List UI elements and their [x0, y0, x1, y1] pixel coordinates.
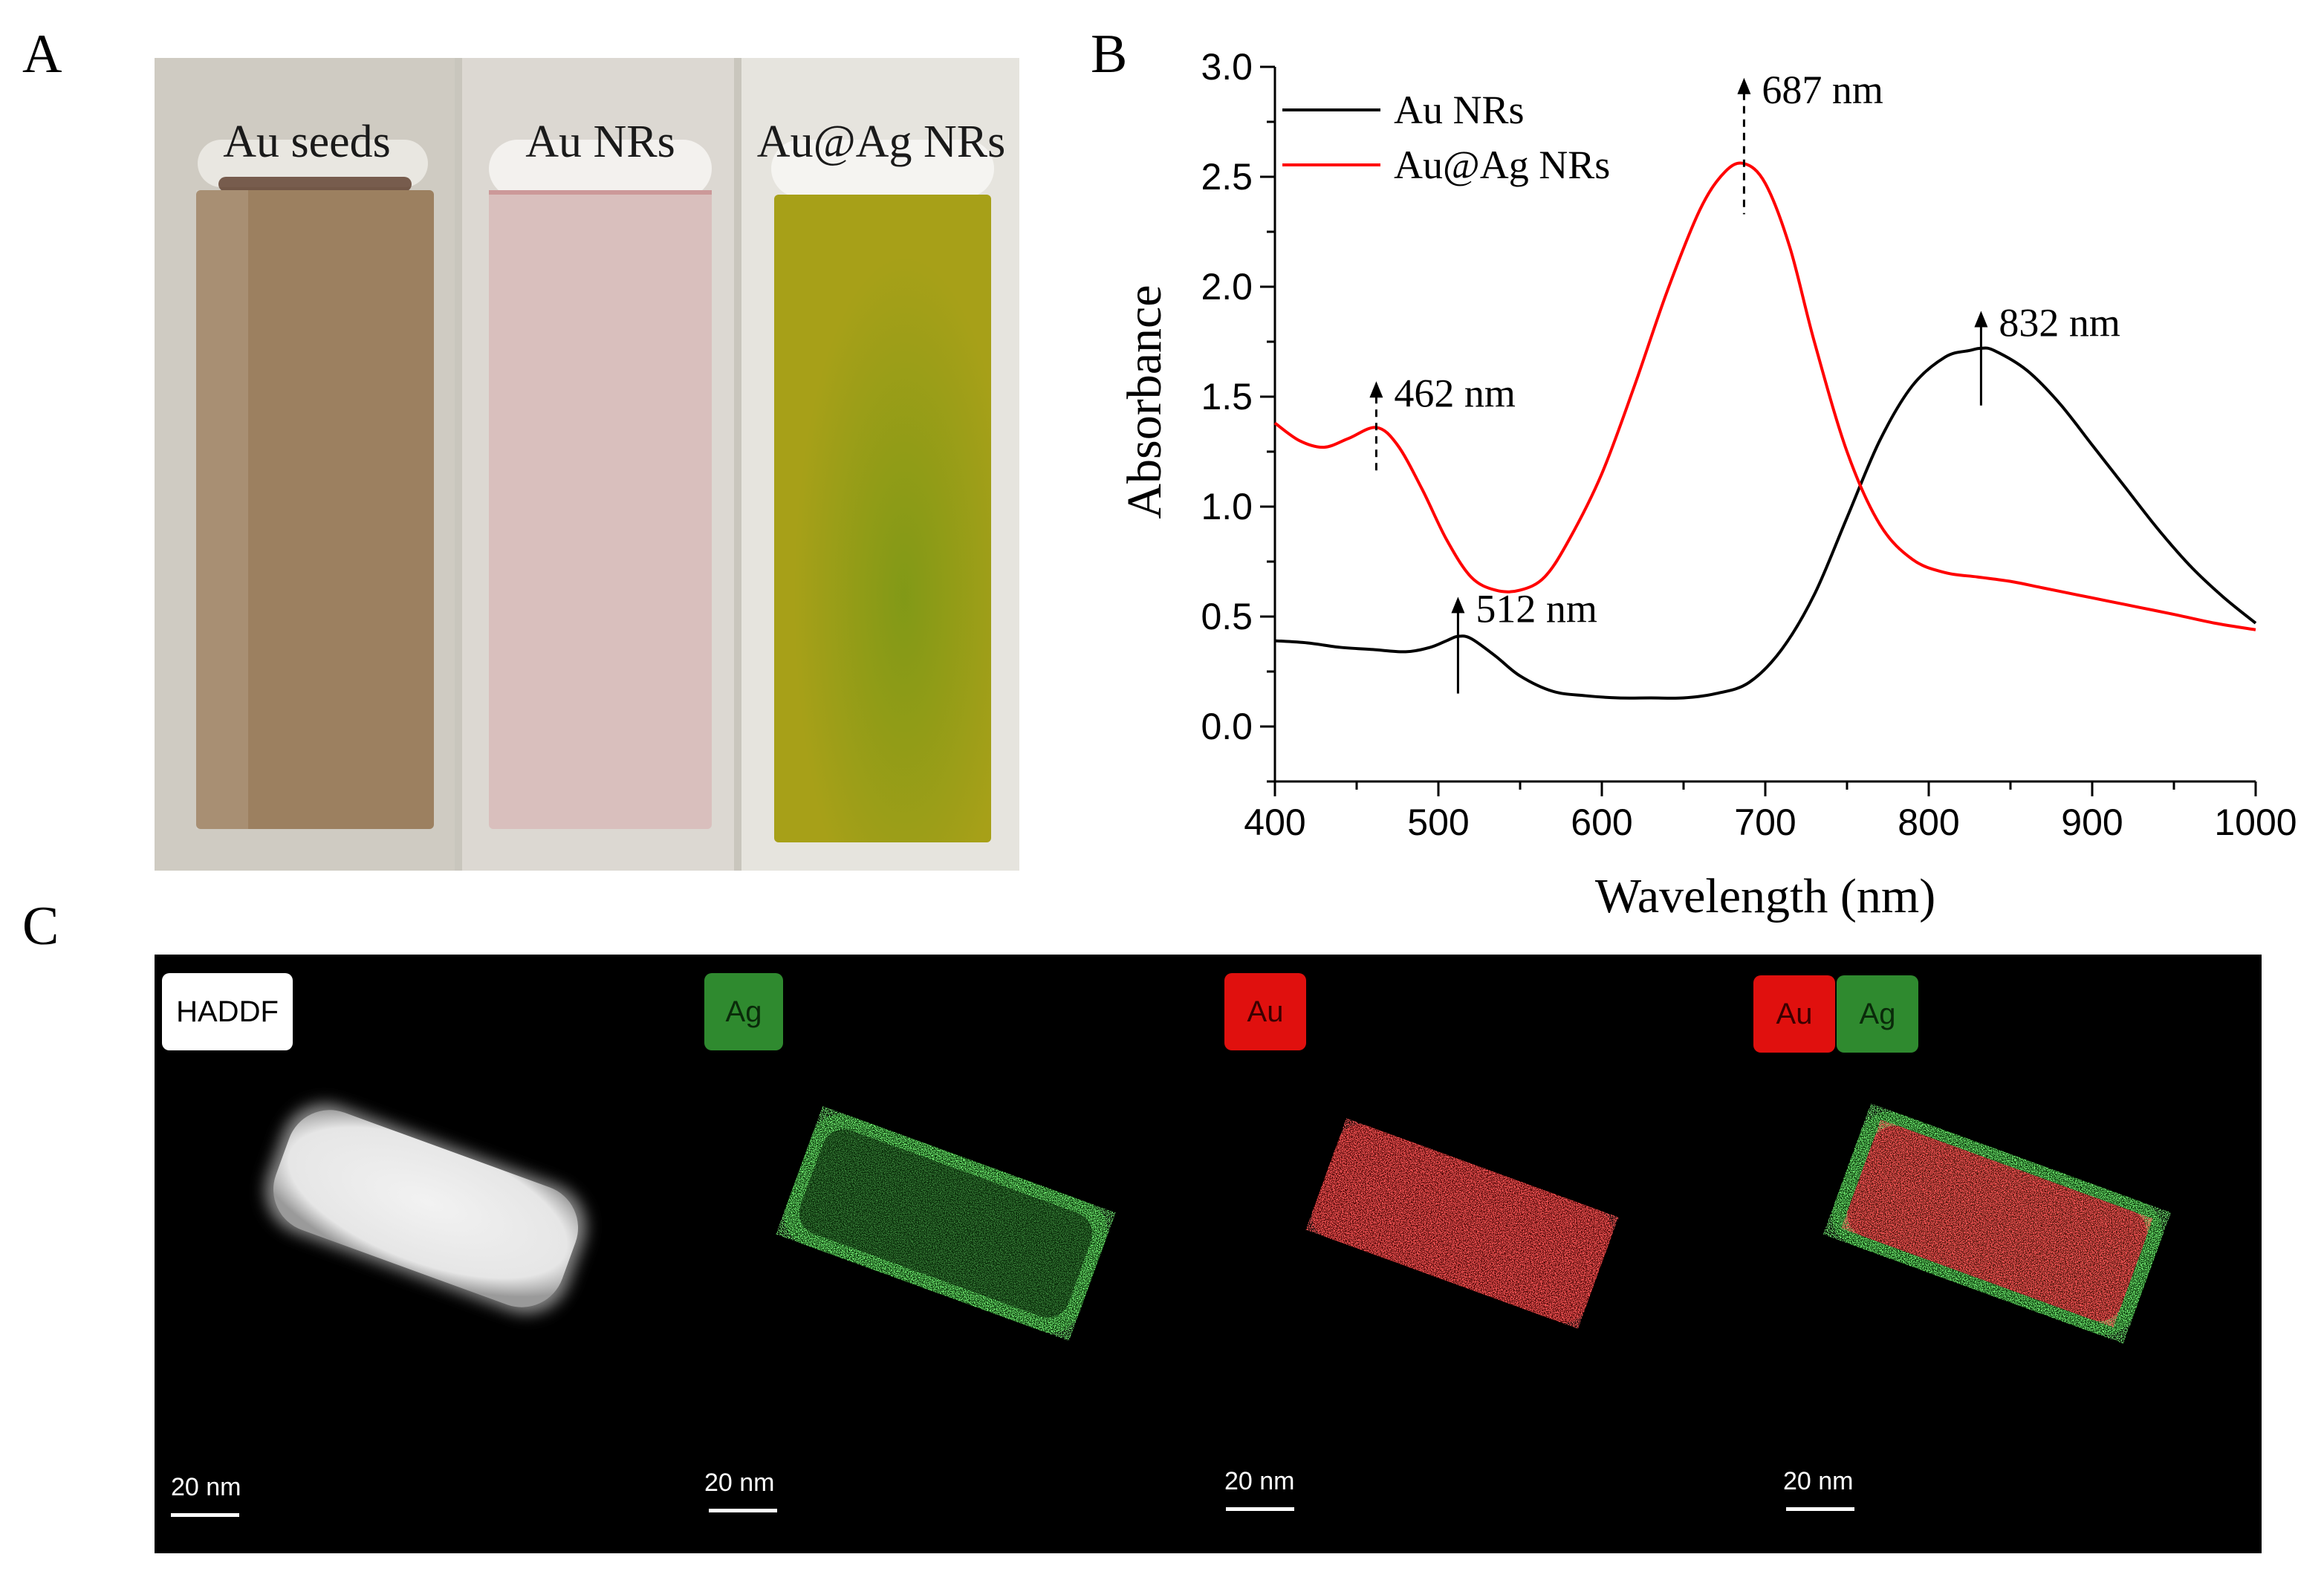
- panel-letter-c: C: [22, 896, 59, 957]
- liquid-au-nrs: [489, 190, 712, 829]
- panel-letter-b: B: [1091, 24, 1128, 85]
- peak-label: 687 nm: [1762, 68, 1883, 112]
- series-line-au-ag-nrs: [1273, 161, 2256, 631]
- au-badge: Au: [1224, 973, 1306, 1050]
- peak-label: 462 nm: [1394, 371, 1516, 415]
- haddf-rod-image: [265, 1103, 586, 1314]
- au-map-rod: [1311, 1124, 1613, 1323]
- x-axis-label: Wavelength (nm): [1595, 869, 1935, 923]
- scale-bar-overlay: [1786, 1507, 1854, 1511]
- scale-label-overlay: 20 nm: [1783, 1467, 1854, 1495]
- cuvette-photo: Au seeds Au NRs Au@Ag NRs: [155, 58, 1019, 871]
- x-tick-label: 400: [1244, 802, 1305, 843]
- absorbance-chart: 400 500 600 700 800 900 1000 0.0 0.5 1.0 1.5 2.0 2.5…: [1117, 46, 2297, 923]
- label-au-seeds: Au seeds: [223, 117, 391, 167]
- haddf-badge: HADDF: [162, 973, 293, 1050]
- ag-badge: Ag: [704, 973, 783, 1050]
- x-tick-label: 1000: [2214, 802, 2297, 843]
- liquid-au-ag-nrs: [774, 195, 991, 842]
- x-tick-label: 700: [1734, 802, 1796, 843]
- overlay-au-badge: Au: [1753, 975, 1835, 1053]
- cuvette-au-ag-nrs: [741, 58, 1019, 871]
- y-tick-label: 1.0: [1201, 486, 1253, 527]
- legend-label: Au NRs: [1394, 88, 1525, 132]
- y-tick-label: 0.0: [1201, 706, 1253, 747]
- peak-arrow-head: [1974, 311, 1988, 328]
- x-tick-label: 900: [2061, 802, 2123, 843]
- x-tick-label: 600: [1571, 802, 1632, 843]
- cuvette-au-seeds: [155, 58, 455, 871]
- y-tick-label: 2.5: [1201, 156, 1253, 198]
- y-tick-label: 0.5: [1201, 596, 1253, 637]
- scale-label-haddf: 20 nm: [171, 1473, 241, 1501]
- scale-bar-ag: [709, 1509, 777, 1512]
- au-ag-overlay-rod: [1831, 1111, 2163, 1336]
- x-tick-label: 500: [1407, 802, 1469, 843]
- scale-label-au: 20 nm: [1224, 1467, 1295, 1495]
- scale-bar-au: [1226, 1507, 1294, 1511]
- ag-map-rod: [784, 1114, 1108, 1333]
- label-au-ag-nrs: Au@Ag NRs: [756, 117, 1006, 167]
- scale-label-ag: 20 nm: [704, 1469, 775, 1497]
- legend-label: Au@Ag NRs: [1394, 143, 1610, 187]
- peak-arrow-head: [1451, 597, 1465, 614]
- y-tick-label: 2.0: [1201, 266, 1253, 308]
- label-au-nrs: Au NRs: [525, 117, 675, 167]
- y-tick-label: 1.5: [1201, 376, 1253, 417]
- peak-arrow-head: [1737, 77, 1751, 94]
- liquid-au-seeds: [196, 190, 434, 829]
- y-axis-label: Absorbance: [1117, 285, 1172, 519]
- peak-label: 832 nm: [1999, 301, 2120, 345]
- y-tick-label: 3.0: [1201, 46, 1253, 88]
- cuvette-au-nrs: [462, 58, 734, 871]
- panel-letter-a: A: [22, 24, 62, 85]
- peak-arrow-head: [1369, 381, 1383, 398]
- scale-bar-haddf: [171, 1513, 239, 1517]
- overlay-ag-badge: Ag: [1837, 975, 1918, 1053]
- series-line-au-nrs: [1274, 346, 2257, 700]
- eds-mapping-panel: HADDF Ag Au Au Ag 20 nm 20 nm 20 nm 20 n…: [155, 955, 2262, 1553]
- x-tick-label: 800: [1898, 802, 1959, 843]
- peak-label: 512 nm: [1476, 586, 1597, 631]
